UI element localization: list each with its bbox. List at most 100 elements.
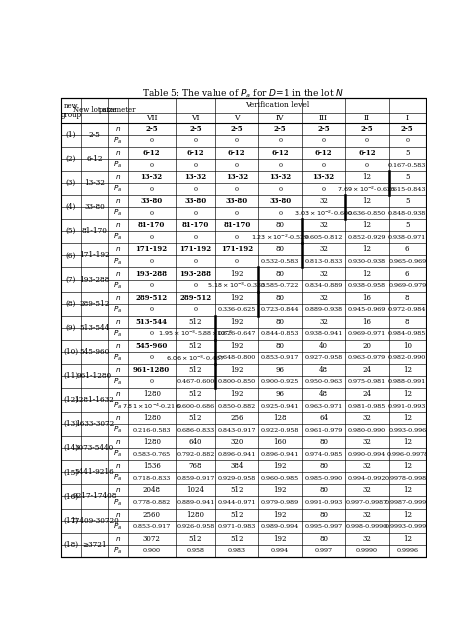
Text: 32: 32	[319, 221, 328, 229]
Text: 80: 80	[319, 439, 328, 446]
Text: 12: 12	[403, 439, 412, 446]
Text: 81-170: 81-170	[182, 221, 209, 229]
Text: 2-5: 2-5	[230, 125, 243, 133]
Text: 0: 0	[278, 163, 282, 168]
Text: $3.03\times10^{-2}$-0.600: $3.03\times10^{-2}$-0.600	[294, 209, 353, 218]
Text: 0: 0	[321, 163, 326, 168]
Text: 0.9987-0.9993: 0.9987-0.9993	[384, 500, 430, 505]
Text: 545-960: 545-960	[79, 348, 109, 356]
Text: 0.961-0.979: 0.961-0.979	[304, 428, 343, 433]
Text: 0: 0	[235, 211, 239, 216]
Text: $n$: $n$	[115, 245, 121, 254]
Text: 0.994: 0.994	[271, 548, 289, 553]
Text: $P_a$: $P_a$	[113, 280, 122, 291]
Text: 32: 32	[319, 198, 328, 205]
Text: 0.983: 0.983	[228, 548, 246, 553]
Text: 0.969-0.979: 0.969-0.979	[388, 283, 426, 288]
Text: 0.988-0.991: 0.988-0.991	[388, 379, 426, 384]
Text: 192: 192	[273, 487, 287, 495]
Text: 0.813-0.833: 0.813-0.833	[304, 259, 343, 264]
Text: 80: 80	[276, 318, 285, 326]
Text: 5: 5	[405, 198, 410, 205]
Text: 16: 16	[363, 293, 372, 302]
Text: 80: 80	[319, 534, 328, 543]
Text: 0.925-0.941: 0.925-0.941	[261, 404, 300, 409]
Text: III: III	[319, 114, 328, 122]
Text: 2-5: 2-5	[361, 125, 373, 133]
Text: 1536: 1536	[143, 463, 161, 470]
Text: 6-12: 6-12	[86, 155, 102, 163]
Text: 0: 0	[150, 379, 154, 384]
Text: 33-80: 33-80	[141, 198, 163, 205]
Text: 193-288: 193-288	[180, 269, 211, 278]
Text: 0.9978-0.9987: 0.9978-0.9987	[384, 476, 430, 481]
Text: 32: 32	[363, 510, 371, 519]
Text: 33-80: 33-80	[84, 203, 105, 211]
Text: 8: 8	[405, 293, 410, 302]
Text: 192: 192	[230, 342, 244, 350]
Text: 512: 512	[230, 487, 244, 495]
Text: 0.778-0.882: 0.778-0.882	[133, 500, 171, 505]
Text: 12: 12	[403, 487, 412, 495]
Text: 32: 32	[319, 245, 328, 254]
Text: $n$: $n$	[115, 318, 121, 326]
Text: 0: 0	[278, 211, 282, 216]
Text: 0.965-0.969: 0.965-0.969	[388, 259, 426, 264]
Text: 12: 12	[403, 390, 412, 398]
Text: 0.859-0.917: 0.859-0.917	[176, 476, 215, 481]
Text: 0.889-0.938: 0.889-0.938	[304, 307, 343, 312]
Text: 2-5: 2-5	[401, 125, 413, 133]
Text: 0.991-0.993: 0.991-0.993	[304, 500, 343, 505]
Text: 2048: 2048	[143, 487, 161, 495]
Text: 1280: 1280	[143, 439, 161, 446]
Text: 12: 12	[363, 198, 372, 205]
Text: 289-512: 289-512	[136, 293, 168, 302]
Text: 0.852-0.929: 0.852-0.929	[348, 235, 386, 240]
Text: 0.998-0.9990: 0.998-0.9990	[346, 524, 388, 529]
Text: 171-192: 171-192	[136, 245, 168, 254]
Text: $P_a$: $P_a$	[113, 546, 122, 556]
Text: 513-544: 513-544	[136, 318, 168, 326]
Text: 0.532-0.583: 0.532-0.583	[261, 259, 299, 264]
Text: 12: 12	[403, 414, 412, 422]
Text: 0.927-0.958: 0.927-0.958	[304, 355, 343, 360]
Text: 80: 80	[319, 510, 328, 519]
Text: 2-5: 2-5	[317, 125, 330, 133]
Text: 1280: 1280	[143, 414, 161, 422]
Text: 32: 32	[363, 487, 371, 495]
Text: VII: VII	[146, 114, 157, 122]
Text: 0.922-0.958: 0.922-0.958	[261, 428, 300, 433]
Text: 171-192: 171-192	[221, 245, 253, 254]
Text: 8: 8	[405, 318, 410, 326]
Text: (4): (4)	[65, 203, 76, 211]
Text: 513-544: 513-544	[79, 324, 109, 332]
Text: 0: 0	[150, 235, 154, 240]
Text: 0.958: 0.958	[186, 548, 204, 553]
Text: 0: 0	[235, 163, 239, 168]
Text: 0.950-0.963: 0.950-0.963	[304, 379, 343, 384]
Text: 0.990-0.994: 0.990-0.994	[348, 452, 386, 457]
Text: $n$: $n$	[115, 414, 121, 422]
Text: 12: 12	[403, 510, 412, 519]
Text: 0: 0	[278, 187, 282, 192]
Text: 0.718-0.833: 0.718-0.833	[133, 476, 171, 481]
Text: (9): (9)	[65, 324, 76, 332]
Text: II: II	[364, 114, 370, 122]
Text: 0.996-0.9978: 0.996-0.9978	[386, 452, 428, 457]
Text: $P_a$: $P_a$	[113, 353, 122, 363]
Text: 6-12: 6-12	[315, 149, 332, 157]
Text: 192: 192	[273, 463, 287, 470]
Text: (12): (12)	[63, 396, 78, 404]
Text: 6-12: 6-12	[143, 149, 161, 157]
Text: 192: 192	[230, 390, 244, 398]
Text: $n$: $n$	[115, 198, 121, 205]
Text: 192: 192	[273, 510, 287, 519]
Text: 192: 192	[230, 318, 244, 326]
Text: 33-80: 33-80	[269, 198, 291, 205]
Text: 0: 0	[278, 138, 282, 143]
Text: 192: 192	[230, 269, 244, 278]
Text: 0: 0	[193, 283, 198, 288]
Text: 32: 32	[363, 534, 371, 543]
Text: $n$: $n$	[115, 366, 121, 374]
Text: 0: 0	[150, 211, 154, 216]
